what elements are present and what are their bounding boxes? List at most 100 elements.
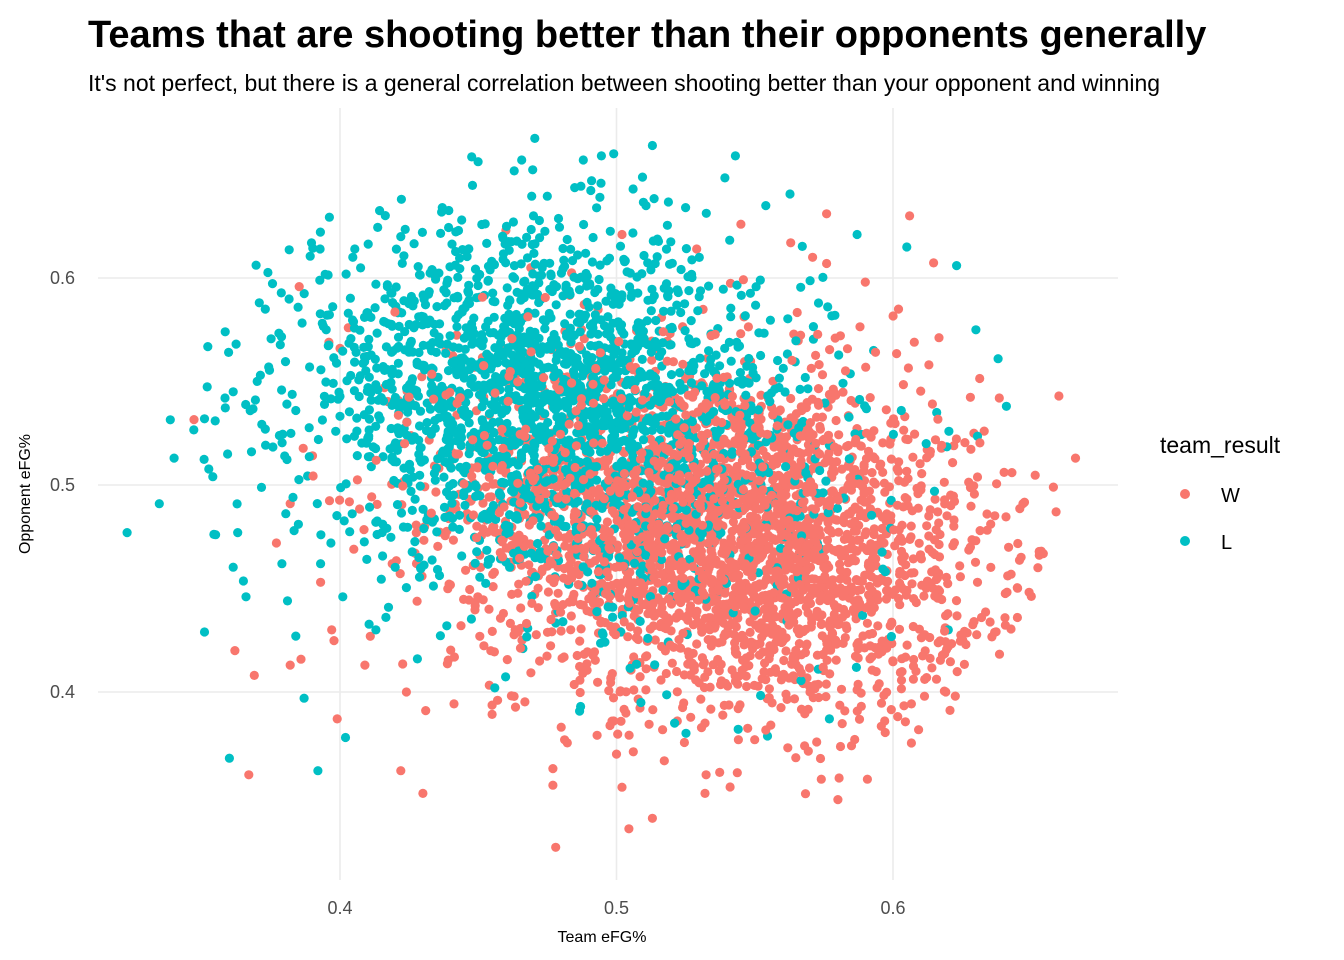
l-point [659, 283, 669, 293]
l-point [387, 321, 397, 331]
l-point [686, 378, 697, 388]
l-point [566, 349, 576, 359]
w-point [796, 668, 806, 678]
l-point [588, 232, 598, 243]
l-point [582, 499, 592, 509]
w-point [662, 356, 672, 366]
w-point [673, 430, 683, 440]
w-point [547, 436, 557, 446]
l-point [888, 429, 899, 439]
w-point [470, 601, 480, 611]
w-point [914, 538, 924, 548]
l-point [380, 211, 390, 221]
w-point [831, 655, 841, 665]
l-point [451, 227, 461, 237]
l-point [472, 547, 482, 557]
l-point [666, 237, 676, 247]
l-point [414, 553, 424, 563]
l-point [414, 572, 425, 582]
w-point [914, 725, 924, 735]
l-point [823, 507, 833, 518]
l-point [459, 410, 469, 420]
l-point [638, 435, 649, 445]
l-point [490, 405, 500, 415]
l-point [453, 293, 463, 303]
l-point [231, 339, 241, 349]
l-point [363, 383, 373, 393]
l-point [291, 405, 301, 416]
w-point [556, 626, 566, 636]
w-point [898, 380, 909, 390]
l-point [502, 283, 512, 293]
l-point [902, 242, 912, 252]
l-point [459, 333, 469, 343]
w-point [909, 654, 919, 665]
w-point [837, 719, 847, 729]
l-point [448, 513, 458, 523]
l-point [921, 439, 931, 449]
l-point [614, 553, 625, 563]
l-point [608, 612, 618, 622]
l-point [504, 245, 514, 255]
w-point [599, 557, 610, 567]
l-point [586, 185, 596, 196]
l-point [773, 355, 783, 366]
w-point [665, 495, 675, 505]
w-point [894, 525, 904, 535]
w-point [716, 560, 727, 570]
l-point [818, 272, 828, 282]
w-point [296, 654, 306, 664]
w-point [644, 719, 654, 729]
l-point [607, 436, 617, 446]
l-point [425, 404, 435, 414]
w-point [881, 594, 892, 604]
l-point [681, 203, 691, 213]
w-point [520, 697, 530, 707]
l-point [591, 391, 601, 401]
w-point [908, 452, 918, 462]
l-point [528, 211, 539, 221]
w-point [505, 618, 515, 629]
l-point [437, 203, 447, 213]
w-point [685, 605, 695, 615]
w-point [544, 443, 554, 454]
l-point [448, 425, 458, 435]
l-point [431, 274, 441, 284]
w-point [890, 541, 900, 551]
w-point [929, 258, 939, 268]
l-point [415, 360, 425, 370]
w-point [629, 652, 639, 662]
w-point [656, 675, 666, 685]
w-point [853, 595, 863, 605]
w-point [372, 499, 382, 509]
w-point [795, 595, 806, 605]
l-point [450, 356, 460, 366]
w-point [647, 813, 658, 823]
l-point [544, 313, 555, 323]
l-point [522, 632, 532, 642]
l-point [680, 326, 690, 336]
w-point [710, 594, 720, 604]
l-point [256, 482, 267, 492]
w-point [488, 569, 498, 580]
w-point [873, 595, 883, 605]
l-point [645, 592, 656, 602]
l-point [631, 659, 642, 669]
l-point [549, 371, 559, 382]
l-point [765, 315, 776, 325]
w-point [817, 412, 828, 422]
w-point [533, 464, 543, 475]
l-point [796, 282, 806, 292]
l-point [532, 501, 542, 511]
l-point [339, 516, 349, 526]
w-point [867, 628, 878, 639]
l-point [462, 251, 472, 262]
l-point [684, 366, 694, 376]
l-point [407, 377, 417, 387]
l-point [486, 364, 496, 374]
w-point [805, 427, 815, 437]
w-point [862, 618, 873, 628]
l-point [406, 291, 416, 302]
l-point [461, 323, 471, 333]
w-point [743, 322, 754, 332]
